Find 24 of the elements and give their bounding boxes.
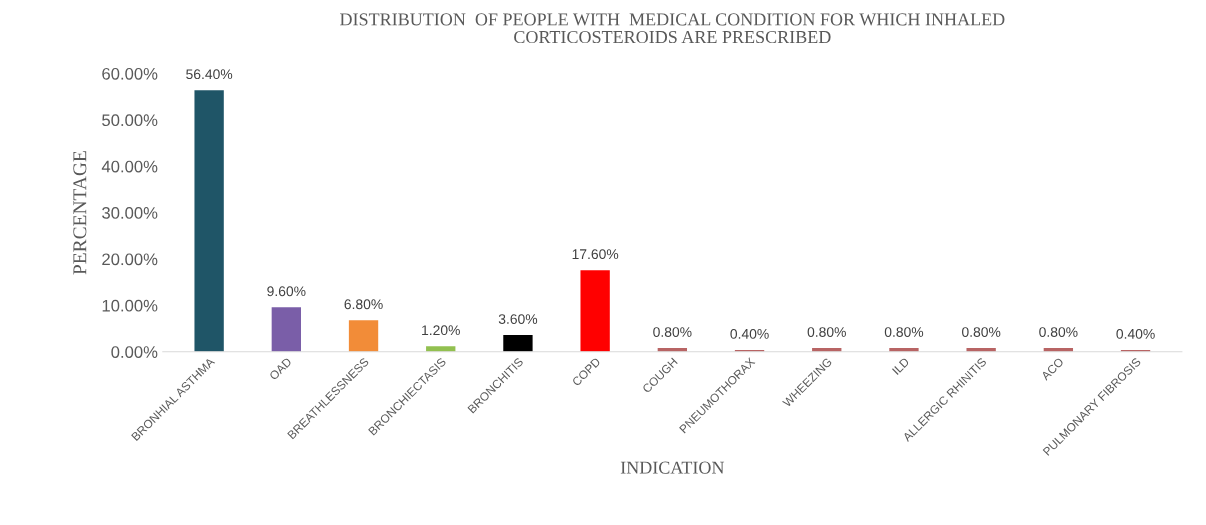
data-label: 3.60%	[498, 314, 538, 324]
y-tick-label: 10.00%	[102, 299, 158, 312]
data-label: 0.80%	[962, 327, 1001, 337]
data-label: 17.60%	[572, 249, 619, 260]
y-tick-label: 50.00%	[102, 114, 158, 127]
data-label: 0.80%	[807, 327, 846, 337]
chart-title: DISTRIBUTION OF PEOPLE WITH MEDICAL CONDITION FOR WHICH INHALED CORTICOSTEROIDS ARE PRESCRIBED	[340, 13, 1005, 44]
data-label: 6.80%	[344, 299, 383, 310]
data-label: 56.40%	[186, 69, 233, 80]
y-axis-title: PERCENTAGE	[73, 151, 87, 275]
y-tick-label: 20.00%	[102, 253, 158, 266]
data-label: 1.20%	[422, 325, 460, 336]
y-tick-label: 40.00%	[101, 160, 158, 173]
y-tick-label: 30.00%	[102, 207, 158, 219]
data-label: 0.80%	[884, 327, 924, 337]
x-tick-label: ILD	[892, 357, 910, 375]
y-tick-label: 0.00%	[111, 346, 158, 358]
data-label: 0.40%	[730, 328, 769, 339]
x-axis-title: INDICATION	[620, 461, 725, 474]
y-tick-label: 60.00%	[102, 67, 158, 80]
data-label: 0.40%	[1116, 328, 1155, 339]
data-label: 0.80%	[653, 327, 692, 337]
data-label: 9.60%	[267, 286, 306, 297]
data-label: 0.80%	[1039, 327, 1078, 337]
